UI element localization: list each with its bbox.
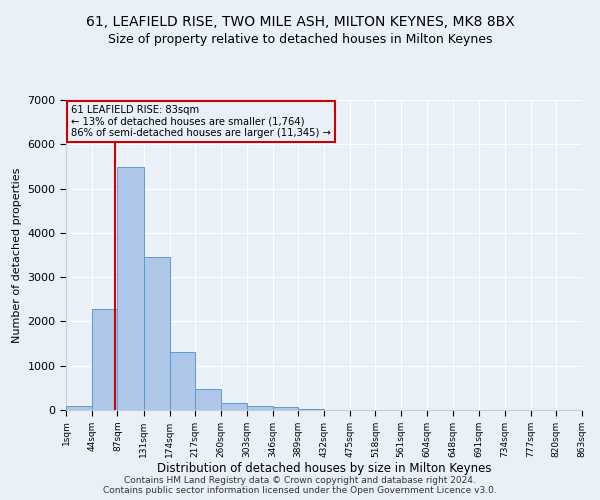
Bar — [298, 408, 324, 410]
Bar — [195, 388, 221, 410]
Text: Size of property relative to detached houses in Milton Keynes: Size of property relative to detached ho… — [108, 32, 492, 46]
Bar — [170, 352, 195, 410]
Bar — [66, 406, 92, 410]
X-axis label: Distribution of detached houses by size in Milton Keynes: Distribution of detached houses by size … — [157, 462, 491, 475]
Bar — [221, 403, 247, 410]
Text: 61 LEAFIELD RISE: 83sqm
← 13% of detached houses are smaller (1,764)
86% of semi: 61 LEAFIELD RISE: 83sqm ← 13% of detache… — [71, 104, 331, 138]
Y-axis label: Number of detached properties: Number of detached properties — [12, 168, 22, 342]
Bar — [118, 168, 144, 410]
Text: 61, LEAFIELD RISE, TWO MILE ASH, MILTON KEYNES, MK8 8BX: 61, LEAFIELD RISE, TWO MILE ASH, MILTON … — [86, 15, 514, 29]
Bar — [92, 309, 118, 410]
Bar — [144, 257, 170, 410]
Bar — [247, 406, 272, 410]
Bar — [272, 408, 298, 410]
Text: Contains HM Land Registry data © Crown copyright and database right 2024.
Contai: Contains HM Land Registry data © Crown c… — [103, 476, 497, 495]
